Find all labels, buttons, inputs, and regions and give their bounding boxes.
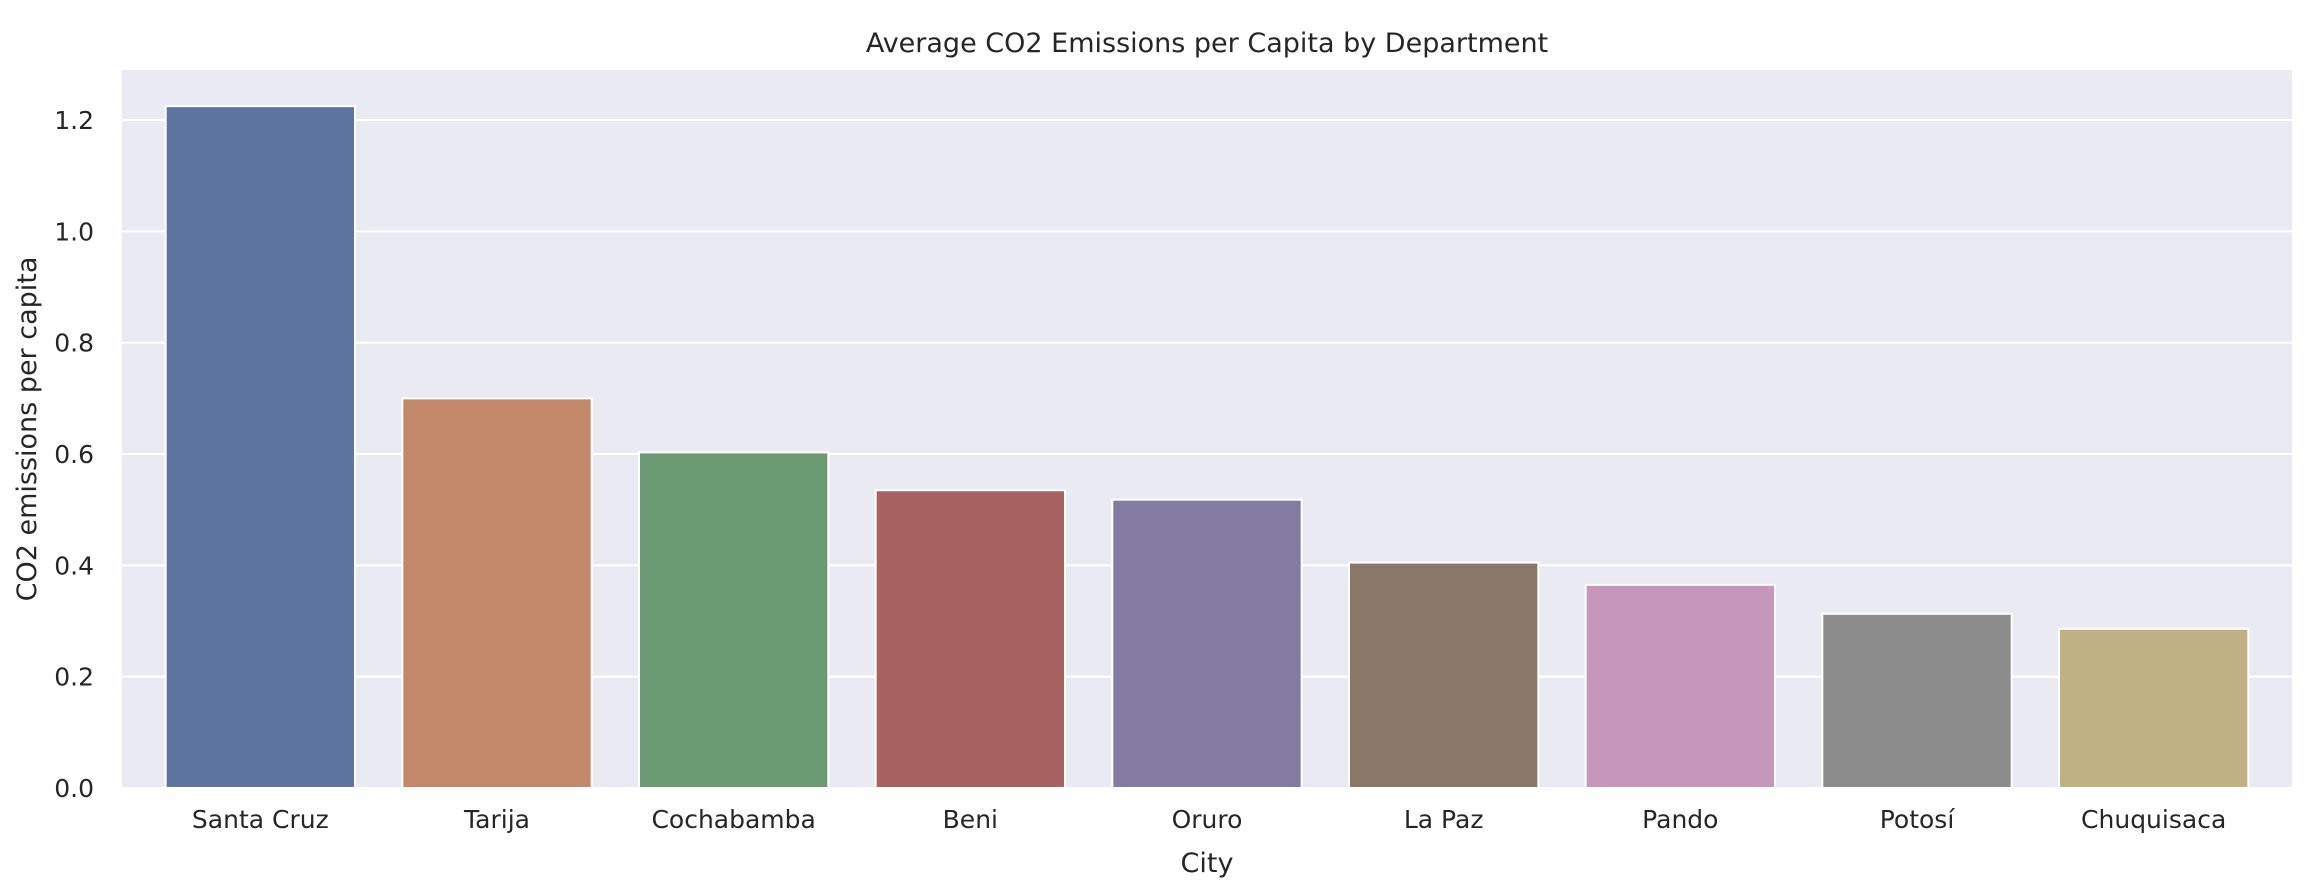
y-tick-label: 0.6 [54, 440, 94, 469]
y-tick-label: 0.0 [54, 774, 94, 803]
bar-santa-cruz [164, 105, 356, 790]
bar-chuquisaca [2058, 627, 2250, 789]
bar-potos- [1821, 612, 2013, 789]
x-tick-label: La Paz [1404, 805, 1484, 834]
bar-tarija [401, 397, 593, 789]
y-tick-label: 0.8 [54, 329, 94, 358]
x-tick-labels: Santa Cruz Tarija Cochabamba Beni Oruro La Pa… [192, 805, 2226, 834]
y-axis-label: CO2 emissions per capita [12, 257, 43, 602]
y-tick-label: 1.0 [54, 217, 94, 246]
x-tick-label: Pando [1642, 805, 1718, 834]
y-tick-label: 0.4 [54, 551, 94, 580]
x-tick-label: Chuquisaca [2081, 805, 2226, 834]
y-tick-labels: 0.0 0.2 0.4 0.6 0.8 1.0 1.2 [54, 106, 94, 803]
x-axis-label: City [1181, 848, 1234, 879]
y-tick-label: 1.2 [54, 106, 94, 135]
x-tick-label: Oruro [1172, 805, 1243, 834]
bars [164, 105, 2250, 790]
x-tick-label: Cochabamba [651, 805, 815, 834]
x-tick-label: Potosí [1880, 805, 1956, 834]
x-tick-label: Tarija [463, 805, 530, 834]
bar-la-paz [1348, 561, 1540, 790]
bar-pando [1584, 583, 1776, 790]
bar-beni [874, 489, 1067, 789]
bar-cochabamba [638, 451, 830, 789]
y-tick-label: 0.2 [54, 663, 94, 692]
x-tick-label: Santa Cruz [192, 805, 329, 834]
bar-oruro [1111, 498, 1303, 789]
x-tick-label: Beni [943, 805, 998, 834]
chart-title: Average CO2 Emissions per Capita by Depa… [866, 28, 1548, 59]
